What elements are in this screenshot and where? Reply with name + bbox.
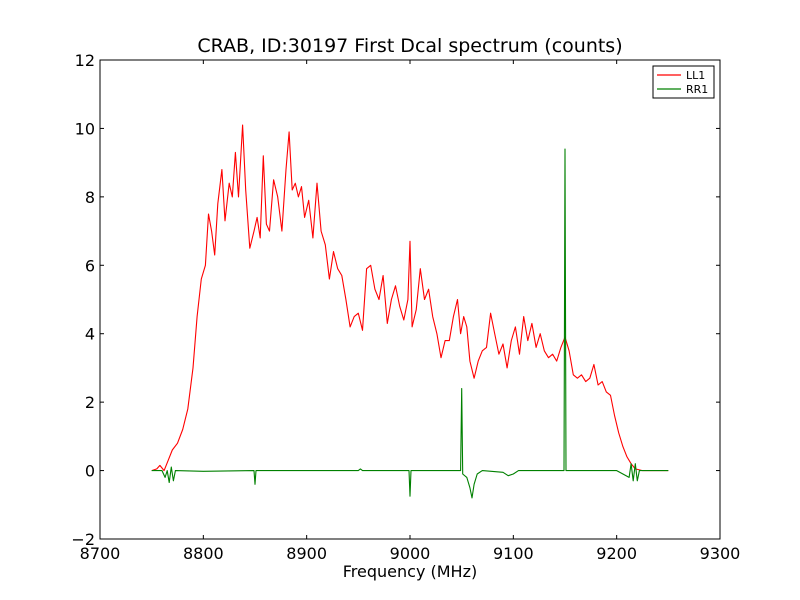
plot-frame [99, 59, 721, 540]
series-line-rr1 [151, 148, 669, 499]
x-tick-label-8700: 8700 [80, 544, 121, 563]
y-tick-label-10: 10 [75, 119, 95, 138]
x-tick-label-9000: 9000 [390, 544, 431, 563]
y-tick-label-4: 4 [85, 325, 95, 344]
y-tick-label--2: −2 [71, 530, 95, 549]
legend-box [652, 65, 715, 99]
y-tick-label-2: 2 [85, 393, 95, 412]
legend: LL1 RR1 [652, 65, 715, 99]
y-tick-label-12: 12 [75, 51, 95, 70]
x-tick-label-9300: 9300 [700, 544, 741, 563]
y-tick-label-0: 0 [85, 462, 95, 481]
x-axis-label: Frequency (MHz) [343, 562, 477, 581]
series-group [151, 124, 669, 499]
y-tick-label-6: 6 [85, 256, 95, 275]
chart-title: CRAB, ID:30197 First Dcal spectrum (coun… [197, 35, 622, 57]
y-tick-label-8: 8 [85, 188, 95, 207]
x-tick-label-9100: 9100 [493, 544, 534, 563]
x-tick-label-8800: 8800 [183, 544, 224, 563]
axis-ticks: 8700 8800 8900 9000 9100 9200 9300 −2 0 2 4 6 8 10 12 [71, 51, 740, 563]
legend-label-ll1: LL1 [686, 69, 705, 82]
series-line-ll1 [151, 124, 669, 472]
legend-label-rr1: RR1 [686, 83, 708, 96]
x-tick-label-8900: 8900 [286, 544, 327, 563]
x-tick-label-9200: 9200 [596, 544, 637, 563]
